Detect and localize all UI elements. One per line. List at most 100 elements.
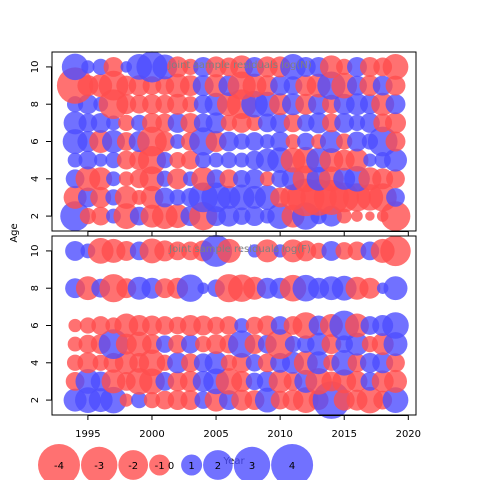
bubble-n-age4-1996 [89, 167, 113, 191]
x-tick-label: 2015 [331, 429, 356, 440]
legend-bubble [233, 446, 271, 480]
bubble-f-age6-2007 [234, 318, 250, 333]
bubbles-log-f [63, 234, 411, 419]
x-tick-label: 2000 [139, 429, 164, 440]
panel-log-f: Joint sample residuals log(F) 2 4 6 8 10 199… [30, 234, 421, 440]
bubble-n-age7-2011 [283, 113, 303, 133]
bubble-f-age2-1999 [131, 391, 148, 409]
bubble-n-age10-1997 [103, 56, 124, 77]
bubble-f-age6-2019 [382, 312, 409, 339]
legend-label: -2 [128, 461, 138, 472]
panel-title-log-n: Joint sample residuals log(N) [167, 60, 311, 71]
legend-label: 2 [215, 461, 221, 472]
legend-bubble [271, 444, 314, 480]
bubble-n-age5-1995 [78, 150, 98, 170]
bubble-n-age7-1996 [90, 112, 111, 133]
y-tick-label: 6 [30, 322, 41, 328]
bubble-n-age3-1998 [114, 185, 138, 209]
y-tick-label: 6 [30, 138, 41, 144]
bubble-n-age6-2001 [154, 131, 175, 152]
y-axis-log-f: 2 4 6 8 10 [30, 245, 52, 403]
bubble-n-age10-2014 [319, 55, 343, 79]
bubble-f-age4-2005 [204, 351, 228, 375]
bubble-f-age4-2013 [307, 351, 331, 375]
bubble-n-age5-2017 [363, 153, 377, 167]
bubble-n-age8-2019 [385, 94, 406, 115]
x-axis-log-n [87, 231, 409, 236]
bubble-f-age10-2009 [255, 239, 279, 263]
bubble-n-age5-2001 [156, 151, 173, 169]
bubble-f-age2-1998 [119, 393, 133, 407]
bubble-n-age2-1994 [60, 201, 90, 231]
bubble-n-age4-2006 [219, 169, 239, 189]
bubble-n-age2-2008 [244, 206, 265, 227]
bubble-n-age3-1996 [90, 186, 112, 208]
bubble-f-age2-2019 [382, 387, 409, 413]
bubble-n-age7-1998 [118, 114, 135, 132]
bubble-f-age8-2017 [359, 277, 381, 299]
bubble-f-age4-2000 [138, 349, 166, 377]
bubble-n-age7-1997 [106, 115, 121, 131]
bubble-n-age5-2007 [234, 152, 250, 168]
bubble-n-age2-2016 [351, 210, 363, 222]
bubble-n-age4-2009 [259, 171, 275, 187]
bubble-n-age7-2019 [385, 112, 406, 134]
legend-label: -3 [94, 461, 104, 472]
bubble-f-age5-2014 [321, 334, 342, 355]
bubble-f-age6-2004 [193, 315, 214, 336]
y-tick-label: 10 [30, 245, 41, 258]
bubble-f-age4-2007 [231, 352, 252, 373]
bubble-f-age5-2003 [181, 334, 200, 354]
y-axis-label: Age [9, 223, 20, 242]
bubble-n-age4-2019 [386, 169, 405, 189]
bubble-n-age6-2010 [270, 131, 291, 152]
bubble-f-age10-2015 [335, 242, 353, 260]
bubble-f-age6-2010 [270, 316, 290, 335]
bubble-n-age3-2001 [154, 187, 175, 208]
x-axis-log-f: 1995 2000 2005 2010 2015 2020 [75, 415, 421, 440]
bubble-f-age8-2019 [383, 276, 408, 301]
bubble-f-age4-1995 [77, 352, 99, 374]
bubble-f-age3-2007 [231, 370, 253, 392]
legend-bubble [38, 444, 80, 480]
bubble-n-age10-2002 [167, 56, 189, 78]
legend-label: -4 [54, 461, 64, 472]
bubble-n-age4-2008 [244, 168, 265, 189]
panel-title-log-f: Joint sample residuals log(F) [168, 244, 311, 255]
bubble-f-age10-2016 [347, 241, 367, 261]
legend-label: 1 [188, 461, 194, 472]
x-tick-label: 2020 [396, 429, 421, 440]
bubble-n-age7-2005 [205, 112, 227, 134]
y-tick-label: 2 [30, 397, 41, 403]
bubble-n-age10-1994 [61, 53, 89, 81]
bubble-f-age4-2019 [386, 353, 405, 373]
bubble-n-age5-2006 [220, 151, 238, 169]
bubble-f-age5-1994 [67, 336, 83, 352]
bubble-f-age6-1995 [79, 317, 97, 334]
bubble-n-age5-2016 [345, 148, 369, 172]
bubble-n-age5-1994 [67, 152, 83, 168]
y-tick-label: 4 [30, 176, 41, 182]
bubble-n-age6-2008 [245, 132, 264, 151]
bubble-f-age6-2005 [207, 316, 225, 335]
legend: -4 -3 -2 -1 0 1 2 3 4 [38, 444, 314, 480]
bubble-f-age2-2003 [180, 390, 201, 411]
bubble-n-age5-1996 [94, 153, 108, 167]
legend-bubble [149, 454, 171, 476]
bubble-f-age10-2012 [295, 240, 317, 262]
bubble-f-age2-2000 [143, 391, 161, 409]
bubble-f-age10-2006 [216, 238, 241, 263]
bubble-f-age5-2010 [265, 329, 295, 359]
bubble-n-age2-2017 [365, 211, 375, 221]
bubble-f-age10-2014 [321, 240, 342, 261]
bubble-f-age3-2019 [384, 369, 407, 393]
bubble-n-age9-2019 [385, 75, 406, 96]
bubble-n-age2-1996 [91, 206, 111, 226]
y-tick-label: 8 [30, 285, 41, 291]
bubble-n-age8-2003 [182, 96, 199, 113]
bubble-n-age10-2019 [382, 54, 409, 80]
bubble-f-age6-1996 [91, 316, 111, 335]
legend-bubble [118, 450, 149, 480]
bubble-n-age7-2008 [246, 114, 263, 132]
bubble-n-age6-2019 [385, 131, 406, 152]
